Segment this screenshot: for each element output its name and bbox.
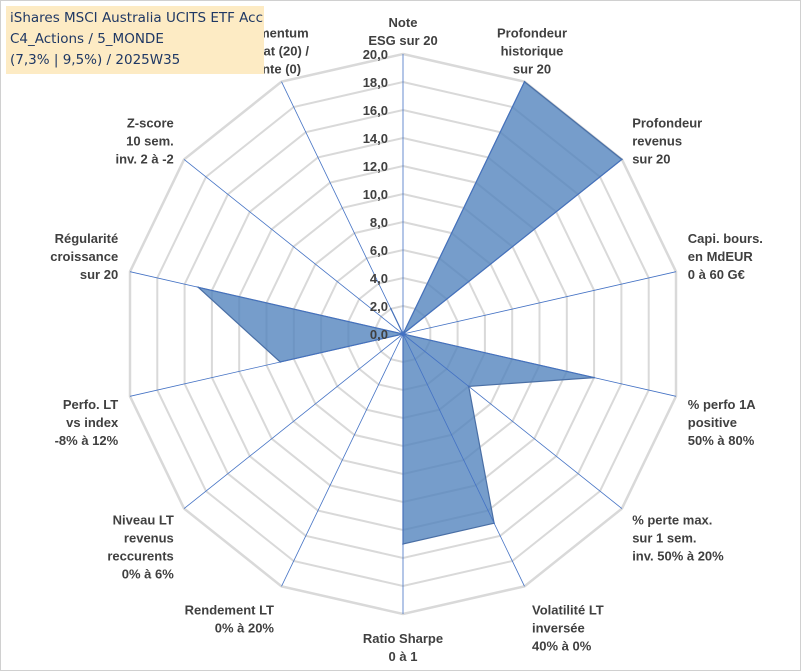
axis-label-line: 0% à 6%	[122, 567, 174, 582]
tick-label: 4,0	[370, 271, 388, 286]
axis-label: Z-score 10 sem. inv. 2 à -2	[116, 115, 174, 166]
axis-spoke	[183, 333, 404, 509]
axis-label: Profondeur revenus sur 20	[632, 115, 702, 166]
axis-label-line: Capi. bours.	[688, 231, 763, 246]
axis-label-line: Régularité	[55, 231, 119, 246]
axis-label-line: inv. 50% à 20%	[632, 549, 724, 564]
axis-label-line: -8% à 12%	[55, 433, 119, 448]
axis-label-line: Perfo. LT	[63, 397, 118, 412]
axis-label-line: inv. 2 à -2	[116, 151, 174, 166]
axis-label-line: positive	[688, 415, 737, 430]
axis-label-line: sur 20	[80, 267, 118, 282]
axis-label: Profondeur historique sur 20	[497, 26, 567, 77]
axis-label-line: Volatilité LT	[532, 603, 604, 618]
axis-label: Ratio Sharpe 0 à 1	[363, 631, 443, 664]
axis-spoke	[281, 81, 404, 335]
axis-label: Perfo. LT vs index -8% à 12%	[55, 397, 119, 448]
axis-label: Rendement LT 0% à 20%	[185, 603, 275, 636]
radial-tick-labels: 0,0 2,0 4,0 6,0 8,0 10,0 12,0 14,0 16,0 18,0 20,0	[363, 47, 388, 342]
axis-spoke	[183, 159, 404, 335]
axis-label: Note ESG sur 20	[368, 15, 437, 48]
axis-label-line: Ratio Sharpe	[363, 631, 443, 646]
axis-label: % perfo 1A positive 50% à 80%	[688, 397, 757, 448]
axis-label: Régularité croissance sur 20	[50, 231, 118, 282]
axis-label: % perte max. sur 1 sem. inv. 50% à 20%	[632, 513, 724, 564]
axis-spoke	[129, 333, 404, 397]
axis-label-line: sur 1 sem.	[632, 531, 696, 546]
tick-label: 18,0	[363, 75, 388, 90]
tick-label: 8,0	[370, 215, 388, 230]
axis-label-line: Profondeur	[497, 26, 567, 41]
axis-spoke	[129, 271, 404, 335]
axis-label-line: ESG sur 20	[368, 33, 437, 48]
axis-label-line: en MdEUR	[688, 249, 754, 264]
axis-spoke	[402, 333, 525, 587]
axis-label-line: % perfo 1A	[688, 397, 757, 412]
tick-label: 14,0	[363, 131, 388, 146]
axis-label-line: revenus	[124, 531, 174, 546]
axis-label-line: 40% à 0%	[532, 639, 592, 654]
axis-label-line: sur 20	[513, 62, 551, 77]
tick-label: 0,0	[370, 327, 388, 342]
fund-name: iShares MSCI Australia UCITS ETF Acc	[10, 10, 264, 26]
axis-label-line: 10 sem.	[126, 133, 174, 148]
fund-info-box: iShares MSCI Australia UCITS ETF Acc C4_…	[6, 6, 264, 74]
axis-label-line: sur 20	[632, 151, 670, 166]
axis-spoke	[402, 333, 677, 397]
axis-label-line: reccurents	[107, 549, 173, 564]
axis-label-line: historique	[501, 44, 564, 59]
axis-label: Volatilité LT inversée 40% à 0%	[532, 603, 604, 654]
axis-spoke	[402, 81, 525, 335]
series-area	[196, 80, 623, 545]
axis-label-line: Rendement LT	[185, 603, 274, 618]
axis-label-line: 0 à 60 G€	[688, 267, 745, 282]
axis-label: Capi. bours. en MdEUR 0 à 60 G€	[688, 231, 763, 282]
axis-spoke	[402, 333, 623, 509]
radar-spokes	[129, 54, 677, 614]
axis-label-line: 0 à 1	[389, 649, 418, 664]
axis-label-line: Profondeur	[632, 115, 702, 130]
axis-label-line: Niveau LT	[113, 513, 174, 528]
axis-spoke	[402, 159, 623, 335]
axis-label-line: 0% à 20%	[215, 621, 275, 636]
axis-label-line: croissance	[50, 249, 118, 264]
axis-label: Niveau LT revenus reccurents 0% à 6%	[107, 513, 174, 582]
axis-spoke	[281, 333, 404, 587]
axis-label-line: 50% à 80%	[688, 433, 755, 448]
tick-label: 12,0	[363, 159, 388, 174]
axis-label-line: inversée	[532, 621, 585, 636]
axis-spoke	[402, 271, 677, 335]
tick-label: 6,0	[370, 243, 388, 258]
axis-label-line: % perte max.	[632, 513, 712, 528]
tick-label: 10,0	[363, 187, 388, 202]
tick-label: 16,0	[363, 103, 388, 118]
tick-label: 2,0	[370, 299, 388, 314]
axis-label-line: Note	[389, 15, 418, 30]
axis-label-line: Z-score	[127, 115, 174, 130]
axis-label-line: revenus	[632, 133, 682, 148]
axis-label-line: vs index	[66, 415, 119, 430]
radar-series-layer	[196, 80, 623, 545]
fund-category: C4_Actions / 5_MONDE	[10, 31, 164, 47]
fund-stats: (7,3% | 9,5%) / 2025W35	[10, 52, 181, 68]
tick-label: 20,0	[363, 47, 388, 62]
